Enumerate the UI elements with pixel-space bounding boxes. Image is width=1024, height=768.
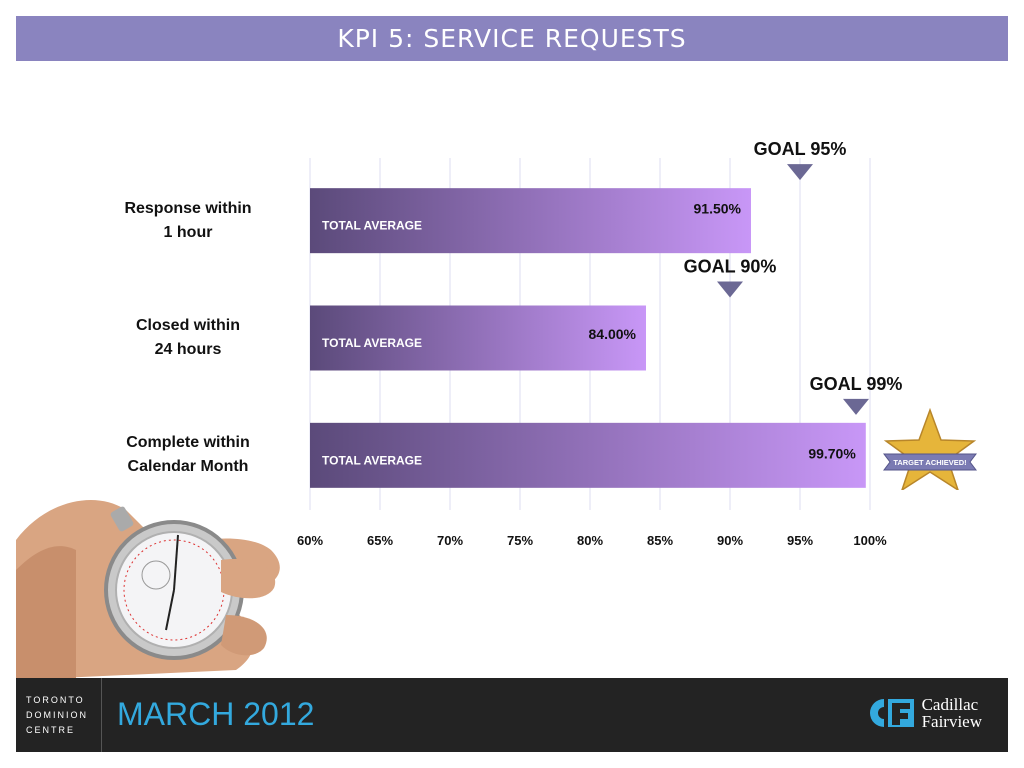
x-tick-label: 65% [367, 533, 393, 548]
org-line: TORONTO [26, 694, 85, 705]
goal-marker [787, 164, 813, 181]
badge-label: TARGET ACHIEVED! [893, 458, 966, 467]
category-label: Complete within Calendar Month [98, 431, 278, 479]
x-tick-label: 60% [297, 533, 323, 548]
series-name-label: TOTAL AVERAGE [322, 336, 422, 350]
goal-label: GOAL 99% [810, 374, 903, 394]
page-title: KPI 5: SERVICE REQUESTS [337, 24, 687, 53]
stopwatch-illustration [16, 500, 280, 680]
category-label-line: Response within [124, 199, 252, 217]
category-label-line: 1 hour [163, 223, 213, 241]
org-line: CENTRE [26, 724, 76, 735]
bar [310, 422, 866, 488]
x-tick-label: 95% [787, 533, 813, 548]
category-label-line: Closed within [136, 317, 240, 334]
category-label-line: Calendar Month [127, 458, 249, 476]
goal-marker [717, 281, 743, 298]
x-tick-label: 90% [717, 533, 743, 548]
x-tick-label: 100% [853, 533, 887, 548]
header-bar: KPI 5: SERVICE REQUESTS [16, 16, 1008, 61]
chart-svg: TOTAL AVERAGE 91.50% TOTAL AVERAGE 84.00% TO… [297, 139, 903, 548]
cf-logo-icon [869, 699, 914, 727]
category-label-line: Complete within [126, 434, 250, 452]
category-label: Closed within 24 hours [98, 314, 278, 362]
goal-label: GOAL 90% [684, 257, 777, 277]
cadillac-fairview-logo: Cadillac Fairview [868, 696, 982, 730]
category-label: Response within 1 hour [98, 197, 278, 245]
data-label: 84.00% [589, 326, 637, 342]
category-label-line: 24 hours [154, 341, 222, 358]
data-label: 91.50% [694, 201, 742, 217]
org-line: DOMINION [26, 709, 88, 720]
org-name: TORONTO DOMINION CENTRE [16, 678, 102, 752]
bar [310, 305, 646, 371]
report-date: MARCH 2012 [117, 696, 315, 732]
goal-label: GOAL 95% [754, 139, 847, 159]
x-tick-label: 80% [577, 533, 603, 548]
logo-line: Cadillac [921, 695, 979, 714]
bar [310, 188, 751, 254]
data-label: 99.70% [808, 445, 856, 461]
target-achieved-badge: TARGET ACHIEVED! [883, 408, 977, 490]
x-tick-label: 75% [507, 533, 533, 548]
logo-line: Fairview [921, 712, 982, 731]
x-tick-label: 70% [437, 533, 463, 548]
kpi-bar-chart: TOTAL AVERAGE 91.50% TOTAL AVERAGE 84.00% TO… [98, 139, 903, 548]
x-tick-label: 85% [647, 533, 673, 548]
footer-bar: TORONTO DOMINION CENTRE MARCH 2012 Cadil… [16, 678, 1008, 752]
series-name-label: TOTAL AVERAGE [322, 453, 422, 467]
series-name-label: TOTAL AVERAGE [322, 219, 422, 233]
goal-marker [843, 398, 869, 415]
